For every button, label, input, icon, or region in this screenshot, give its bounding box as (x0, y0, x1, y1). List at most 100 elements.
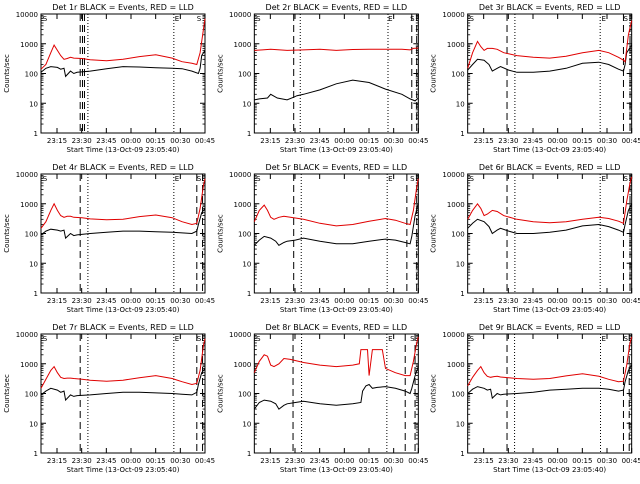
events-series-line (40, 368, 206, 402)
y-axis-label: Counts/sec (3, 374, 11, 413)
x-tick-label: 23:30 (285, 297, 305, 305)
event-marker-label: E (175, 175, 179, 183)
chart-panel: Det 6r BLACK = Events, RED = LLD 1 10 100 10… (430, 163, 640, 314)
y-tick-label: 1000 (447, 41, 465, 49)
y-tick-label: 10 (242, 260, 251, 268)
x-tick-label: 00:00 (121, 297, 141, 305)
plot-frame (467, 333, 633, 454)
y-tick-label: 1000 (234, 201, 252, 209)
plot-frame (253, 333, 419, 454)
event-marker-label: S (410, 175, 415, 183)
event-marker-label: S (43, 335, 48, 343)
y-tick-label: 1 (34, 130, 38, 138)
x-axis-label: Start Time (13-Oct-09 23:05:40) (280, 306, 393, 314)
y-axis-label: Counts/sec (216, 214, 224, 253)
x-tick-label: 23:30 (498, 137, 518, 145)
lld-series-line (253, 178, 419, 227)
y-tick-label: 10000 (229, 11, 251, 19)
x-tick-label: 00:30 (170, 457, 190, 465)
x-tick-label: 00:45 (195, 137, 215, 145)
x-tick-label: 23:15 (47, 137, 67, 145)
y-tick-label: 10000 (16, 11, 38, 19)
x-tick-label: 23:45 (523, 297, 543, 305)
chart-title: Det 4r BLACK = Events, RED = LLD (52, 163, 194, 172)
events-series-line (253, 366, 419, 410)
x-tick-label: 23:30 (72, 137, 92, 145)
x-tick-label: 23:30 (498, 457, 518, 465)
event-marker-label: S (623, 15, 628, 23)
chart-title: Det 6r BLACK = Events, RED = LLD (479, 163, 621, 172)
x-axis-label: Start Time (13-Oct-09 23:05:40) (493, 146, 606, 154)
y-tick-label: 1000 (447, 361, 465, 369)
chart-panel: Det 2r BLACK = Events, RED = LLD 1 10 100 10… (216, 3, 428, 154)
y-tick-label: 10 (29, 100, 38, 108)
event-marker-label: E (175, 15, 179, 23)
lld-series-line (467, 336, 633, 387)
x-tick-label: 23:15 (474, 457, 494, 465)
y-tick-label: 1000 (20, 41, 38, 49)
chart-panel: Det 8r BLACK = Events, RED = LLD 1 10 100 10… (216, 323, 428, 474)
x-tick-label: 23:15 (260, 457, 280, 465)
x-tick-label: 23:15 (47, 297, 67, 305)
x-tick-label: 00:00 (121, 137, 141, 145)
x-tick-label: 23:45 (310, 457, 330, 465)
y-tick-label: 1 (34, 450, 38, 458)
y-tick-label: 100 (25, 231, 38, 239)
event-marker-label: S (623, 335, 628, 343)
chart-title: Det 5r BLACK = Events, RED = LLD (266, 163, 408, 172)
x-tick-label: 00:30 (597, 457, 617, 465)
x-tick-label: 23:30 (498, 297, 518, 305)
x-axis-label: Start Time (13-Oct-09 23:05:40) (67, 146, 180, 154)
x-tick-label: 00:00 (334, 297, 354, 305)
x-tick-label: 00:45 (622, 297, 640, 305)
y-tick-label: 1 (247, 130, 251, 138)
x-tick-label: 23:30 (285, 137, 305, 145)
x-tick-label: 23:30 (72, 297, 92, 305)
y-tick-label: 10 (242, 100, 251, 108)
chart-panel: Det 7r BLACK = Events, RED = LLD 1 10 100 10… (3, 323, 215, 474)
x-axis-label: Start Time (13-Oct-09 23:05:40) (280, 466, 393, 474)
events-series-line (254, 79, 419, 102)
x-tick-label: 00:15 (146, 457, 166, 465)
plot-frame (467, 13, 633, 134)
x-tick-label: 00:00 (334, 457, 354, 465)
x-tick-label: 23:15 (260, 137, 280, 145)
event-marker-label: S (469, 15, 474, 23)
plot-frame (40, 13, 206, 134)
chart-panel: Det 4r BLACK = Events, RED = LLD 1 10 100 10… (3, 163, 215, 314)
chart-title: Det 9r BLACK = Events, RED = LLD (479, 323, 621, 332)
y-tick-label: 1000 (20, 201, 38, 209)
event-marker-label: S (410, 335, 415, 343)
x-tick-label: 00:15 (146, 297, 166, 305)
x-tick-label: 00:30 (384, 457, 404, 465)
chart-panel: Det 9r BLACK = Events, RED = LLD 1 10 100 10… (430, 323, 640, 474)
events-series-line (467, 364, 633, 400)
y-tick-label: 1 (460, 290, 464, 298)
x-tick-label: 00:15 (572, 297, 592, 305)
event-marker-label: E (388, 175, 392, 183)
chart-title: Det 2r BLACK = Events, RED = LLD (266, 3, 408, 12)
event-marker-label: E (601, 15, 605, 23)
y-tick-label: 1 (247, 450, 251, 458)
y-tick-label: 100 (238, 71, 251, 79)
y-tick-label: 10 (456, 260, 465, 268)
chart-panel: Det 1r BLACK = Events, RED = LLD 1 10 100 10… (3, 3, 215, 154)
event-marker-label: S (197, 15, 202, 23)
x-axis-label: Start Time (13-Oct-09 23:05:40) (280, 146, 393, 154)
event-marker-label: E (601, 335, 605, 343)
x-axis-label: Start Time (13-Oct-09 23:05:40) (493, 306, 606, 314)
x-axis-label: Start Time (13-Oct-09 23:05:40) (493, 466, 606, 474)
event-marker-label: S (256, 335, 261, 343)
events-series-line (40, 208, 206, 240)
y-tick-label: 1000 (20, 361, 38, 369)
y-tick-label: 1 (247, 290, 251, 298)
y-axis-label: Counts/sec (430, 214, 438, 253)
y-tick-label: 100 (451, 391, 464, 399)
y-tick-label: 10000 (16, 331, 38, 339)
x-tick-label: 00:15 (572, 137, 592, 145)
x-tick-label: 23:15 (474, 137, 494, 145)
x-tick-label: 00:45 (622, 137, 640, 145)
event-marker-label: E (388, 15, 392, 23)
